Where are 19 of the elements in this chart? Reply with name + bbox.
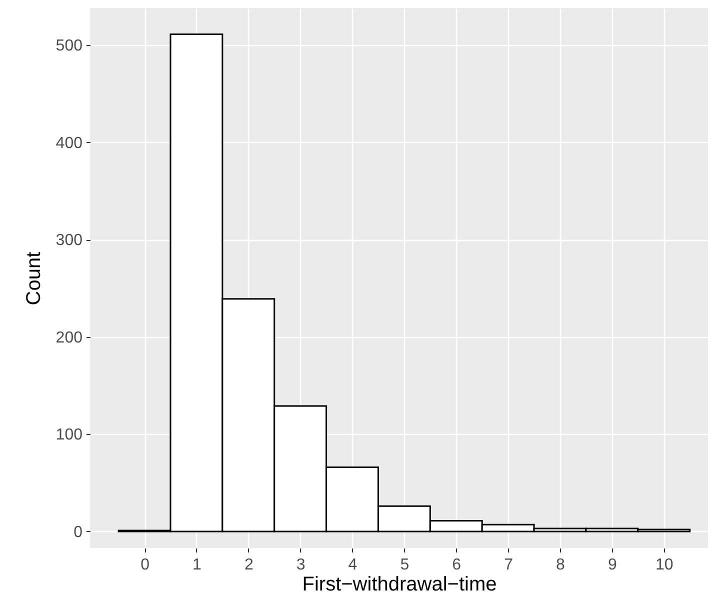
x-tick-label: 5	[400, 556, 410, 574]
x-axis-title: First−withdrawal−time	[302, 574, 497, 596]
y-tick-label: 100	[56, 426, 83, 444]
x-tick-label: 10	[655, 556, 674, 574]
y-tick-label: 500	[56, 37, 83, 54]
y-tick-label: 200	[56, 329, 83, 346]
y-tick-label: 400	[56, 134, 83, 152]
x-tick-label: 4	[348, 556, 358, 574]
x-tick-label: 6	[452, 556, 462, 574]
x-tick-label: 7	[504, 556, 514, 574]
x-tick-label: 8	[556, 556, 566, 574]
y-tick-label: 0	[74, 524, 83, 541]
x-tick-label: 0	[140, 556, 150, 574]
y-axis-title: Count	[22, 251, 45, 306]
x-tick-label: 9	[608, 556, 617, 574]
y-tick-label: 300	[56, 232, 83, 250]
x-tick-label: 1	[192, 556, 202, 574]
x-tick-label: 3	[296, 556, 306, 574]
x-tick-label: 2	[244, 556, 254, 574]
